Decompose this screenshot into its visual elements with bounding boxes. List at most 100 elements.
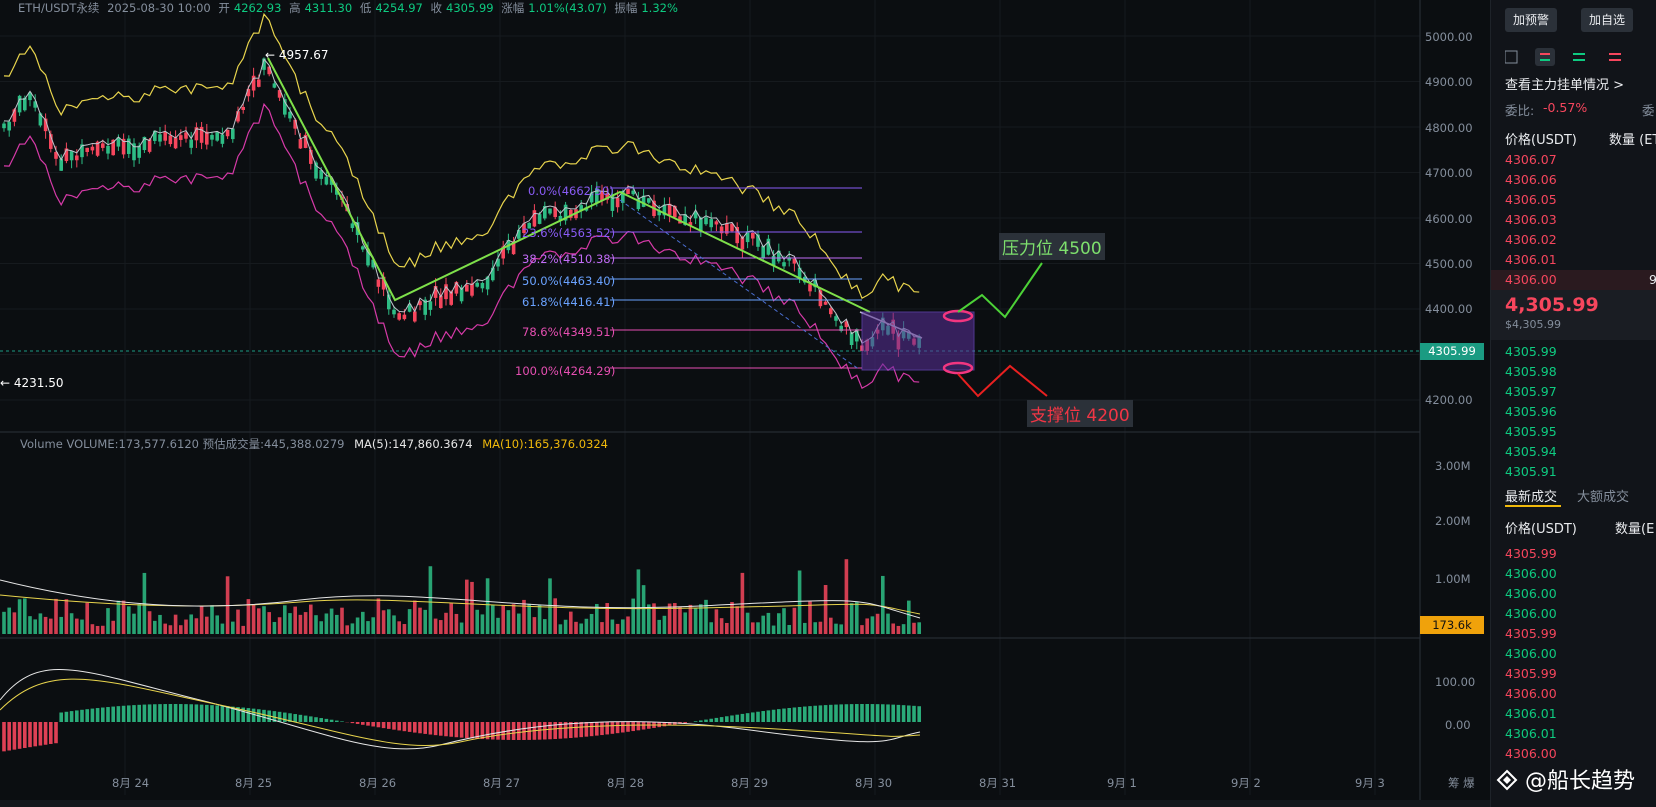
candle-body (797, 267, 802, 279)
amplitude-label: 振幅 (614, 1, 638, 15)
macd-bar (849, 704, 854, 722)
macd-bar (121, 705, 126, 722)
candle-body (210, 134, 214, 140)
add-watchlist-button[interactable]: 加自选 (1581, 8, 1634, 32)
candle-body (111, 139, 115, 156)
macd-bar (168, 704, 173, 722)
ask-price[interactable]: 4306.06 (1505, 172, 1557, 187)
ask-price[interactable]: 4306.00 (1505, 272, 1557, 287)
open-value: 4262.93 (233, 1, 282, 15)
volume-bar (683, 612, 687, 634)
volume-bar (506, 610, 511, 634)
date-tick: 9月 1 (1107, 776, 1137, 790)
candle-body (142, 136, 147, 151)
add-alert-button[interactable]: 加预警 (1505, 8, 1558, 32)
volume-bar (652, 603, 656, 634)
candle-body (667, 203, 672, 215)
macd-bar (449, 722, 453, 737)
macd-bar (241, 707, 245, 722)
volume-bar (17, 599, 22, 634)
candle-body (205, 131, 209, 145)
fib-level-label: 23.6%(4563.52) (522, 226, 616, 240)
bid-price[interactable]: 4305.94 (1505, 444, 1557, 459)
candle-body (189, 139, 193, 148)
candle-body (543, 206, 547, 219)
orderbook-view-icons[interactable] (1505, 48, 1655, 66)
macd-bar (891, 704, 895, 722)
candle-body (485, 276, 490, 290)
macd-bar (808, 706, 812, 722)
tab-latest-trades[interactable]: 最新成交 (1505, 490, 1558, 505)
macd-bar (54, 722, 58, 744)
volume-bar (59, 616, 63, 634)
macd-bar (387, 722, 391, 729)
trades-qty-header: 数量(E (1615, 522, 1655, 537)
macd-bar (886, 704, 890, 722)
ask-price[interactable]: 4306.02 (1505, 232, 1557, 247)
macd-bar (210, 705, 214, 722)
macd-bar (636, 722, 641, 731)
main-orders-link[interactable]: 查看主力挂单情况 > (1505, 78, 1625, 93)
volume-bar (834, 623, 838, 634)
tab-large-trades[interactable]: 大额成交 (1577, 490, 1630, 505)
volume-bar (454, 613, 459, 634)
volume-bar (527, 603, 531, 634)
ask-price[interactable]: 4306.05 (1505, 192, 1557, 207)
macd-bar (184, 704, 188, 722)
candle-body (709, 219, 713, 228)
candle-body (615, 197, 620, 208)
macd-bar (225, 706, 230, 722)
macd-tick: 0.00 (1445, 718, 1471, 732)
candle-body (132, 143, 136, 161)
candle-body (413, 311, 417, 322)
volume-bar (28, 616, 32, 634)
candle-body (33, 101, 37, 108)
macd-bar (771, 709, 776, 722)
candle-body (69, 151, 74, 161)
volume-bar (470, 581, 474, 634)
candle-body (433, 285, 438, 298)
ask-price[interactable]: 4306.01 (1505, 252, 1557, 267)
candle-body (116, 137, 121, 147)
bid-price[interactable]: 4305.96 (1505, 404, 1557, 419)
macd-bar (485, 722, 490, 740)
bollinger-upper (3, 12, 920, 300)
volume-bar (361, 611, 365, 634)
ask-price[interactable]: 4306.03 (1505, 212, 1557, 227)
candle-body (683, 214, 687, 226)
macd-bar (459, 722, 464, 738)
candlestick-chart[interactable] (0, 0, 1490, 807)
volume-bar (631, 598, 635, 634)
macd-bar (511, 722, 516, 740)
candle-body (569, 209, 573, 218)
macd-bar (293, 714, 297, 722)
date-axis-tools[interactable]: 筹 爆 (1448, 776, 1475, 790)
macd-bar (33, 722, 37, 747)
candle-body (257, 79, 261, 87)
candle-body (641, 195, 646, 207)
macd-bar (496, 722, 500, 740)
volume-bar (210, 605, 214, 634)
bid-price[interactable]: 4305.98 (1505, 364, 1557, 379)
bid-price[interactable]: 4305.95 (1505, 424, 1557, 439)
change-value: 1.01%(43.07) (528, 1, 607, 15)
bid-price[interactable]: 4305.97 (1505, 384, 1557, 399)
bid-price[interactable]: 4305.91 (1505, 464, 1557, 479)
chart-area[interactable]: ETH/USDT永续 2025-08-30 10:00 开 4262.93 高 43… (0, 0, 1490, 807)
candle-body (215, 132, 219, 141)
volume-bar (667, 603, 672, 634)
active-tab-indicator (1505, 505, 1561, 507)
macd-bar (12, 722, 17, 750)
volume-bar (787, 624, 791, 634)
candle-body (605, 193, 609, 200)
volume-bar (558, 624, 563, 634)
volume-bar (896, 625, 901, 634)
ask-price[interactable]: 4306.07 (1505, 152, 1557, 167)
volume-bar (173, 614, 178, 634)
macd-bar (662, 722, 667, 727)
change-label: 涨幅 (501, 1, 525, 15)
volume-bar (797, 570, 802, 634)
volume-bar (730, 602, 734, 634)
bid-price[interactable]: 4305.99 (1505, 344, 1557, 359)
volume-bar (366, 621, 370, 634)
